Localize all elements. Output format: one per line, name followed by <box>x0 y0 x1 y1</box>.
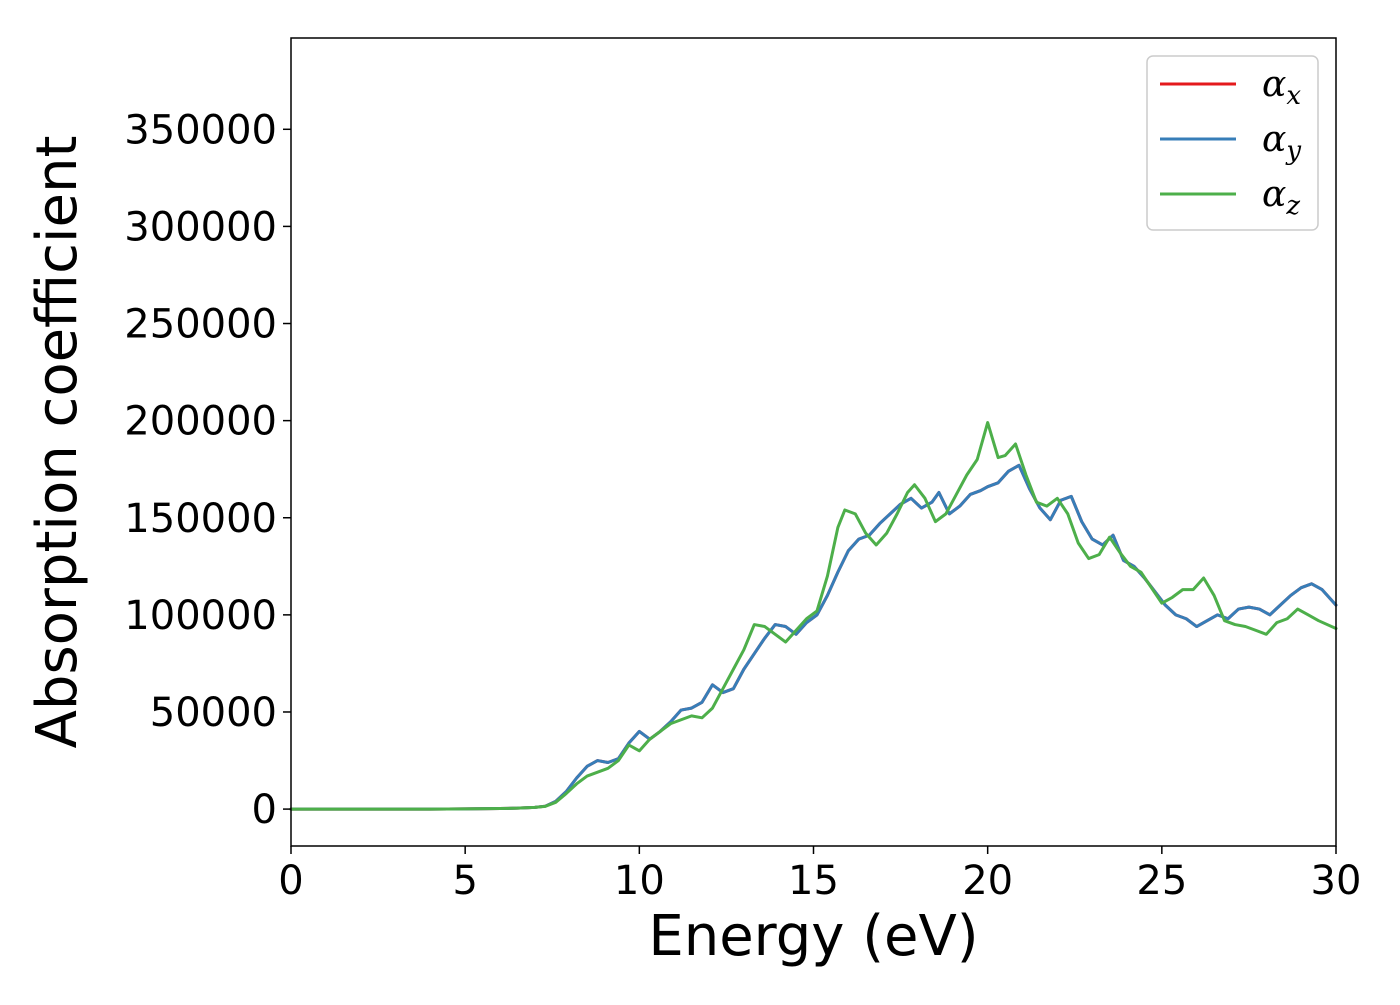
y-tick-label: 200000 <box>124 399 277 445</box>
x-tick-label: 10 <box>614 858 665 904</box>
series-layer <box>289 421 1338 811</box>
y-tick-label: 0 <box>252 787 277 833</box>
legend-label-base: α <box>1262 174 1286 215</box>
x-tick-label: 0 <box>278 858 303 904</box>
y-tick-label: 300000 <box>124 204 277 250</box>
y-tick-label: 50000 <box>150 690 277 736</box>
x-tick-label: 30 <box>1311 858 1362 904</box>
series-line-z <box>289 421 1338 811</box>
legend-box <box>1146 55 1319 231</box>
legend-label-subscript: x <box>1286 81 1301 111</box>
y-tick-label: 250000 <box>124 302 277 348</box>
legend-label-base: α <box>1262 64 1286 105</box>
x-tick-label: 20 <box>962 858 1013 904</box>
y-tick-label: 100000 <box>124 593 277 639</box>
legend-label-subscript: y <box>1285 136 1301 166</box>
y-tick-label: 350000 <box>124 107 277 153</box>
y-axis-label: Absorption coefficient <box>25 136 90 749</box>
legend-label-z: αz <box>1262 174 1300 221</box>
legend-label-subscript: z <box>1285 191 1300 221</box>
y-tick-label: 150000 <box>124 496 277 542</box>
y-axis: 0 50000 100000 150000 200000 250000 300000 3500… <box>124 107 291 833</box>
x-axis-label: Energy (eV) <box>648 904 978 969</box>
series-line-y <box>289 463 1338 811</box>
legend-label-x: αx <box>1262 64 1301 111</box>
legend-label-base: α <box>1262 119 1286 160</box>
x-axis: 0 5 10 15 20 25 30 <box>278 846 1361 904</box>
x-tick-label: 5 <box>452 858 477 904</box>
x-tick-label: 15 <box>788 858 839 904</box>
legend-label-y: αy <box>1262 119 1301 166</box>
x-tick-label: 25 <box>1136 858 1187 904</box>
